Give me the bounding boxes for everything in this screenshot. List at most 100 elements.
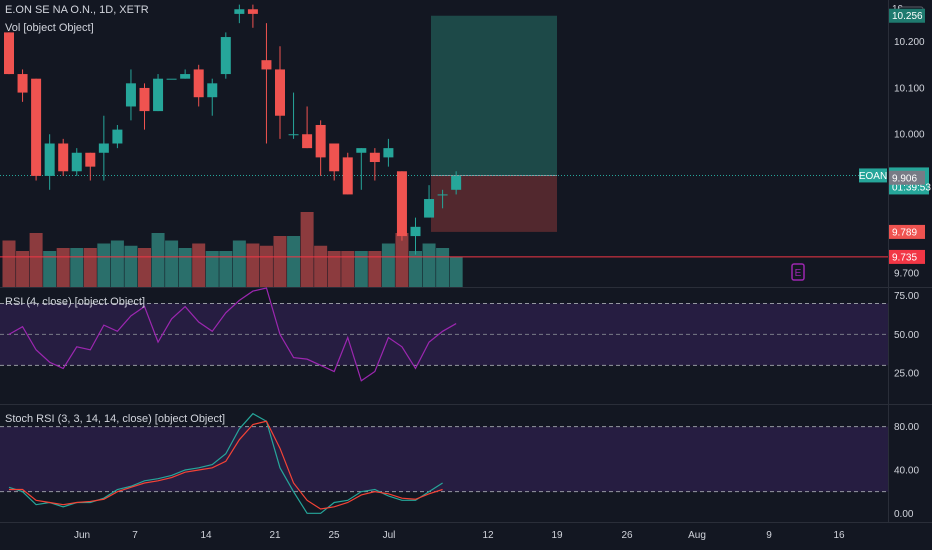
volume-bar (83, 248, 97, 287)
loss-zone (431, 175, 557, 232)
candle-body (17, 74, 28, 93)
rsi-legend: RSI (4, close) [object Object] (5, 296, 145, 308)
price-tick-label: 10.000 (894, 130, 925, 141)
candle-body (71, 152, 82, 172)
volume-bar (192, 243, 206, 287)
volume-bar (409, 251, 422, 287)
volume-bar (16, 251, 30, 287)
volume-bar (178, 248, 192, 287)
time-tick-label: 7 (132, 530, 138, 541)
rsi-tick-label: 75.00 (894, 291, 919, 302)
stoch-line-d (9, 420, 443, 510)
candle-body (356, 148, 367, 153)
candle-body (437, 194, 448, 196)
volume-bar (2, 240, 16, 287)
price-tick-label: 9.700 (894, 269, 919, 280)
stop-price-tag-bg (889, 224, 925, 239)
stoch-tick-label: 80.00 (894, 422, 919, 433)
price-tick-label: 10.100 (894, 83, 925, 94)
candle-body (125, 83, 136, 107)
prev-close-tag: 9.906 (892, 173, 917, 184)
volume-bar (327, 251, 341, 287)
candle-body (85, 152, 96, 167)
candle-body (424, 199, 435, 218)
stoch-tick-label: 40.00 (894, 466, 919, 477)
volume-bar (70, 248, 84, 287)
candle-body (288, 134, 299, 136)
volume-bar (232, 240, 246, 287)
line-price-tag: 9.735 (892, 252, 917, 263)
stoch-legend: Stoch RSI (3, 3, 14, 14, close) [object … (5, 413, 226, 425)
volume-bar (381, 243, 395, 287)
volume-bar (395, 233, 409, 287)
volume-bar (259, 245, 273, 287)
earnings-event-marker (791, 263, 805, 281)
volume-bar (449, 257, 463, 287)
volume-bar (43, 251, 57, 287)
stoch-band (0, 426, 888, 492)
candle-body (329, 143, 340, 172)
time-tick-label: 14 (200, 530, 212, 541)
line-price-tag-bg (889, 249, 925, 264)
candle-body (315, 124, 326, 158)
time-tick-label: 25 (328, 530, 340, 541)
volume-bar (124, 245, 138, 287)
stoch-tick-label: 0.00 (894, 509, 914, 520)
volume-bar (422, 243, 436, 287)
time-tick-label: 21 (269, 530, 281, 541)
volume-bar (205, 251, 219, 287)
symbol-legend: E.ON SE NA O.N., 1D, XETR (5, 4, 149, 16)
candle-body (180, 74, 191, 79)
volume-bar (368, 251, 382, 287)
candle-body (247, 9, 258, 14)
candle-body (220, 37, 231, 75)
time-tick-label: Jun (74, 530, 90, 541)
candle-body (139, 87, 150, 112)
candle-body (275, 69, 285, 116)
candle-body (261, 60, 272, 70)
volume-bar (287, 236, 301, 287)
target-price-tag-bg (889, 8, 925, 23)
volume-bar (300, 212, 314, 287)
time-tick-label: Aug (688, 530, 706, 541)
volume-bar (29, 233, 43, 287)
time-tick-label: 26 (621, 530, 633, 541)
rsi-tick-label: 25.00 (894, 369, 919, 380)
candle-body (44, 143, 55, 176)
candle-body (383, 148, 394, 158)
volume-bar (56, 248, 70, 287)
volume-bar (97, 243, 111, 287)
countdown-tag: 01:39:53 (892, 182, 931, 193)
volume-bar (436, 248, 450, 287)
price-tick-label: 10.200 (894, 37, 925, 48)
time-tick-label: 19 (551, 530, 563, 541)
candle-body (153, 78, 164, 112)
volume-bar (110, 240, 124, 287)
candle-body (4, 32, 14, 75)
volume-bar (273, 236, 287, 287)
symbol-tag: EOAN (859, 171, 887, 182)
volume-bar (314, 245, 328, 287)
prev-close-tag-bg (889, 170, 925, 185)
candle-body (207, 83, 218, 98)
profit-zone (431, 15, 557, 176)
candle-body (234, 9, 245, 14)
volume-bar (354, 251, 368, 287)
volume-bar (165, 240, 179, 287)
candle-body (302, 134, 313, 149)
candle-body (98, 143, 109, 153)
time-tick-label: 16 (833, 530, 845, 541)
volume-bar (246, 243, 260, 287)
earnings-event-label: E (795, 268, 802, 279)
candle-body (58, 143, 69, 172)
stop-price-tag: 9.789 (892, 227, 917, 238)
rsi-tick-label: 50.00 (894, 330, 919, 341)
volume-bar (341, 251, 355, 287)
time-tick-label: 9 (766, 530, 772, 541)
rsi-line (8, 287, 457, 382)
candle-body (410, 226, 421, 237)
candle-body (112, 129, 123, 144)
volume-bar (138, 248, 151, 287)
candle-body (342, 157, 353, 195)
